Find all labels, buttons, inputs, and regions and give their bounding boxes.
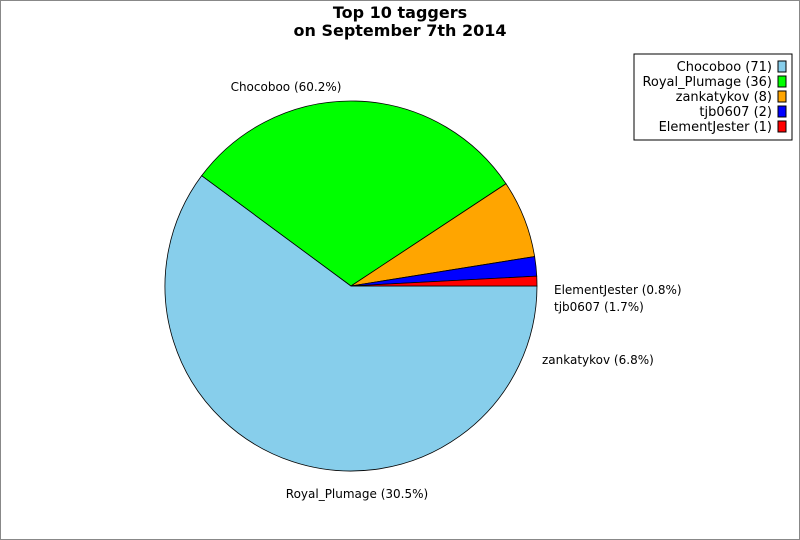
slice-label-chocoboo: Chocoboo (60.2%) (231, 80, 342, 94)
pie-slice-labels: Chocoboo (60.2%) Royal_Plumage (30.5%) zan… (231, 80, 682, 501)
slice-label-tjb0607: tjb0607 (1.7%) (554, 300, 644, 314)
pie-slice-royal_plumage (201, 100, 507, 287)
legend-swatch-zankatykov (777, 90, 787, 103)
pie-slices (164, 100, 538, 472)
legend-swatch-elementjester (777, 120, 787, 133)
legend-label-chocoboo: Chocoboo (71) (677, 60, 772, 75)
chart-title-line-2: on September 7th 2014 (294, 21, 507, 40)
slice-label-royal_plumage: Royal_Plumage (30.5%) (286, 487, 428, 501)
pie-slice-chocoboo (164, 175, 538, 472)
slice-label-elementjester: ElementJester (0.8%) (554, 283, 682, 297)
legend-label-tjb0607: tjb0607 (2) (699, 105, 772, 120)
legend-label-royal_plumage: Royal_Plumage (36) (642, 75, 772, 90)
legend-box (633, 53, 793, 141)
legend-label-zankatykov: zankatykov (8) (676, 90, 772, 105)
legend-label-elementjester: ElementJester (1) (659, 120, 772, 135)
pie-slice-elementjester (350, 275, 538, 287)
legend-swatch-royal_plumage (777, 75, 787, 88)
legend-swatch-chocoboo (777, 60, 787, 73)
legend: Chocoboo (71)Royal_Plumage (36)zankatyko… (633, 53, 793, 141)
slice-label-zankatykov: zankatykov (6.8%) (542, 353, 654, 367)
legend-swatch-tjb0607 (777, 105, 787, 118)
chart-title-line-1: Top 10 taggers (333, 3, 467, 22)
